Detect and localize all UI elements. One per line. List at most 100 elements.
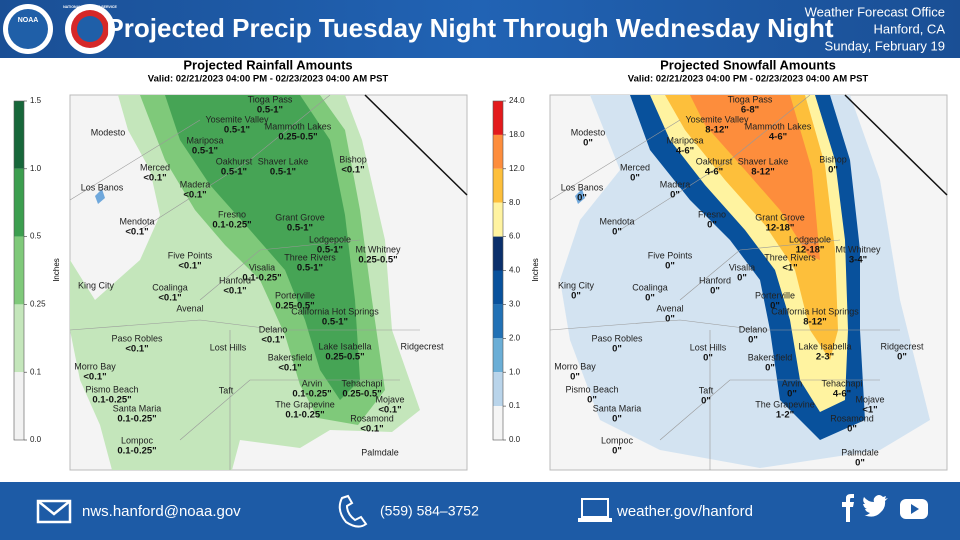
place-name: California Hot Springs xyxy=(771,306,859,316)
place-name: Fresno xyxy=(698,209,726,219)
lake xyxy=(575,189,585,204)
place-name: Ridgecrest xyxy=(400,341,444,351)
nws-logo-text: NATIONAL WEATHER SERVICE xyxy=(63,5,117,9)
state-line xyxy=(844,94,948,196)
place-amount: 0.1-0.25" xyxy=(285,410,324,421)
colorbar-tick-label: 1.5 xyxy=(30,96,42,105)
place-name: Grant Grove xyxy=(275,212,325,222)
place-name: Avenal xyxy=(656,303,683,313)
place-name: Madera xyxy=(180,179,211,189)
colorbar-band xyxy=(14,372,24,440)
place-amount: 6-8" xyxy=(741,105,759,116)
footer-phone[interactable]: (559) 584–3752 xyxy=(380,503,479,519)
place-amount: 0" xyxy=(787,389,797,400)
place-amount: 4-6" xyxy=(676,146,694,157)
place-name: Paso Robles xyxy=(111,333,163,343)
place-amount: 0.1-0.25" xyxy=(242,273,281,284)
place-name: Mojave xyxy=(375,394,404,404)
colorbar-band xyxy=(493,372,503,407)
colorbar-band xyxy=(14,236,24,305)
place-name: Modesto xyxy=(91,127,126,137)
footer-email[interactable]: nws.hanford@noaa.gov xyxy=(82,503,241,520)
colorbar-band xyxy=(493,236,503,271)
place-name: King City xyxy=(78,280,115,290)
colorbar-tick-label: 12.0 xyxy=(509,164,525,173)
place-name: Palmdale xyxy=(361,447,399,457)
colorbar-tick-label: 24.0 xyxy=(509,96,525,105)
place-amount: 0" xyxy=(665,261,675,272)
place-amount: 8-12" xyxy=(705,125,729,136)
place-amount: 12-18" xyxy=(766,223,795,234)
web-icon xyxy=(581,498,609,518)
office-line: Weather Forecast Office xyxy=(805,4,945,19)
place-amount: 0" xyxy=(670,190,680,201)
lake xyxy=(95,189,105,204)
place-name: Los Banos xyxy=(561,182,604,192)
place-name: Merced xyxy=(140,162,170,172)
nws-logo-inner xyxy=(77,16,103,42)
place-name: Lost Hills xyxy=(210,342,247,352)
twitter-icon[interactable] xyxy=(863,495,888,517)
place-amount: 0.5-1" xyxy=(224,125,250,136)
place-amount: 8-12" xyxy=(803,317,827,328)
facebook-icon[interactable] xyxy=(842,494,854,522)
rain-area xyxy=(165,95,360,400)
county-lines xyxy=(69,94,420,470)
place-name: Oakhurst xyxy=(216,156,253,166)
place-name: King City xyxy=(558,280,595,290)
place-amount: 0.5-1" xyxy=(192,146,218,157)
place-amount: 0" xyxy=(645,293,655,304)
place-name: Mariposa xyxy=(186,135,223,145)
place-name: Bakersfield xyxy=(268,352,313,362)
place-amount: <0.1" xyxy=(341,165,364,176)
colorbar-band xyxy=(14,304,24,373)
place-amount: 0.5-1" xyxy=(297,263,323,274)
place-amount: <0.1" xyxy=(125,227,148,238)
place-amount: 0" xyxy=(577,193,587,204)
place-name: Palmdale xyxy=(841,447,879,457)
place-name: Mojave xyxy=(855,394,884,404)
place-amount: <0.1" xyxy=(360,424,383,435)
place-name: Lompoc xyxy=(601,435,634,445)
colorbar-band xyxy=(493,406,503,440)
place-amount: 3-4" xyxy=(849,255,867,266)
place-amount: 0.25-0.5" xyxy=(325,352,364,363)
place-amount: 0.1-0.25" xyxy=(117,446,156,457)
colorbar-tick-label: 0.0 xyxy=(30,435,42,444)
place-amount: 0" xyxy=(701,396,711,407)
place-name: Mammoth Lakes xyxy=(745,121,812,131)
colorbar-unit: Inches xyxy=(52,258,61,282)
place-amount: 0" xyxy=(583,138,593,149)
place-name: Tioga Pass xyxy=(728,94,773,104)
place-name: Avenal xyxy=(176,303,203,313)
place-name: Fresno xyxy=(218,209,246,219)
place-name: Arvin xyxy=(782,378,803,388)
colorbar-band xyxy=(14,101,24,169)
place-name: Lompoc xyxy=(121,435,154,445)
place-name: Oakhurst xyxy=(696,156,733,166)
office-line: Sunday, February 19 xyxy=(825,38,945,53)
place-name: Shaver Lake xyxy=(258,156,309,166)
place-amount: 1-2" xyxy=(776,410,794,421)
colorbar-tick-label: 1.0 xyxy=(30,164,42,173)
place-amount: <0.1" xyxy=(83,372,106,383)
place-name: Paso Robles xyxy=(591,333,643,343)
place-name: Ridgecrest xyxy=(880,341,924,351)
map-valid: Valid: 02/21/2023 04:00 PM - 02/23/2023 … xyxy=(628,74,869,85)
email-icon xyxy=(36,499,72,524)
place-amount: 0" xyxy=(765,363,775,374)
colorbar-frame xyxy=(13,100,25,441)
place-amount: 0" xyxy=(612,227,622,238)
footer-web[interactable]: weather.gov/hanford xyxy=(616,503,753,520)
place-amount: 0.5-1" xyxy=(322,317,348,328)
place-name: Morro Bay xyxy=(554,361,596,371)
place-name: Santa Maria xyxy=(113,403,162,413)
place-amount: <0.1" xyxy=(223,286,246,297)
place-amount: <0.1" xyxy=(378,405,401,416)
place-amount: 0.25-0.5" xyxy=(275,301,314,312)
place-name: Arvin xyxy=(302,378,323,388)
colorbar-band xyxy=(493,134,503,169)
place-name: Mammoth Lakes xyxy=(265,121,332,131)
map-title: Projected Snowfall Amounts xyxy=(660,57,836,72)
